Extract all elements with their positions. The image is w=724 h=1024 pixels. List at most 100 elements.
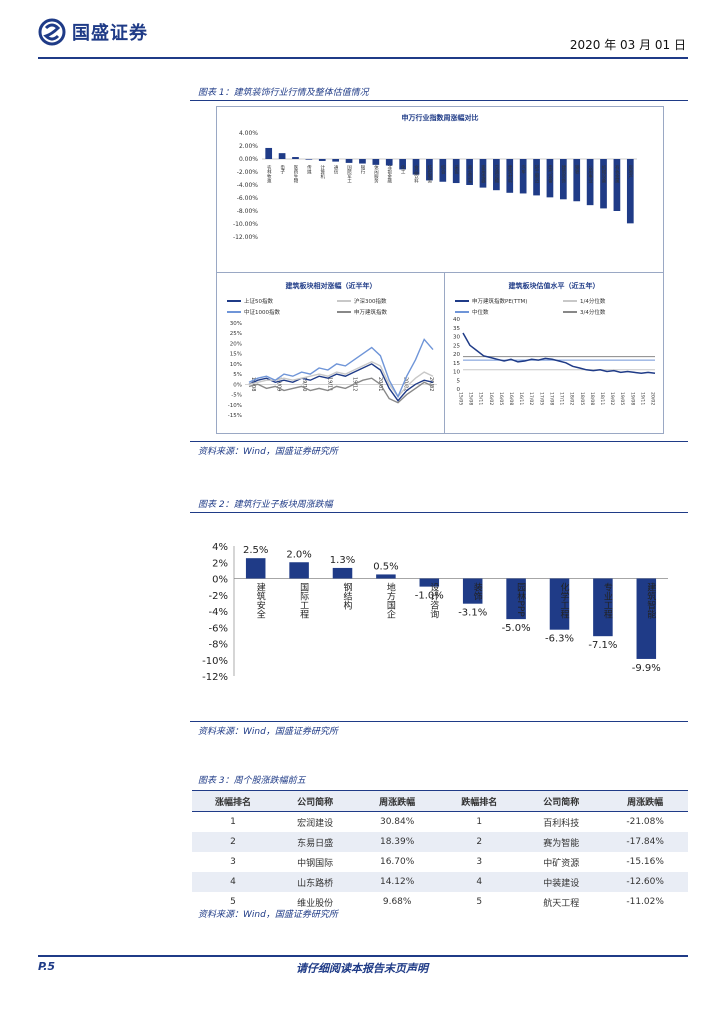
x-tick-label: 17/02 (528, 392, 534, 405)
bar (506, 578, 526, 620)
table-row: 4 山东路桥 14.12% 4 中装建设 -12.60% (192, 872, 688, 892)
bar-value-label: -7.1% (588, 640, 617, 651)
y-tick-label: -4% (209, 607, 228, 618)
panel-a-title: 申万行业指数周涨幅对比 (401, 114, 479, 122)
y-tick-label: 25 (453, 343, 460, 349)
y-tick-label: 4% (212, 542, 228, 553)
bar-value-label: -9.9% (632, 663, 661, 674)
industry-label: 电气设备 (547, 164, 552, 185)
y-tick-label: 15% (230, 352, 242, 358)
y-tick-label: 30 (453, 335, 460, 341)
industry-label: 计算机 (320, 164, 325, 180)
y-tick-label: -6.00% (237, 195, 259, 202)
industry-bar (573, 159, 581, 202)
industry-bar (292, 157, 299, 159)
industry-label: 化工 (400, 164, 405, 175)
y-tick-label: 10 (453, 370, 460, 376)
y-tick-label: -2% (209, 591, 228, 602)
company-name: 国盛证券 (72, 23, 148, 44)
industry-bar (519, 159, 527, 194)
y-tick-label: 2.00% (239, 143, 258, 150)
industry-bar (278, 153, 286, 159)
bar (636, 578, 657, 659)
x-tick-label: 18/05 (579, 392, 585, 405)
bar (462, 578, 483, 604)
bar (419, 578, 440, 587)
industry-label: 机械设备 (601, 164, 606, 185)
y-tick-label: -5% (231, 393, 242, 399)
table-cell: -15.16% (626, 857, 664, 867)
bar-value-label: 2.0% (286, 549, 311, 560)
x-tick-label: 19/10 (301, 377, 307, 391)
y-tick-label: -2.00% (237, 169, 259, 176)
bar (332, 567, 353, 579)
category-label: 装饰 (472, 581, 483, 601)
table-cell: 4 (192, 872, 275, 892)
industry-label: 轻工制造 (534, 164, 539, 185)
logo-icon (38, 18, 66, 46)
x-tick-label: 18/11 (599, 392, 605, 405)
page-number: P.5 (38, 960, 56, 973)
x-tick-label: 17/11 (559, 392, 565, 405)
x-tick-label: 16/11 (518, 392, 524, 405)
x-tick-label: 15/08 (468, 392, 474, 405)
y-tick-label: 40 (453, 317, 460, 323)
industry-bar (452, 159, 460, 184)
x-tick-label: 19/11 (639, 392, 645, 405)
table-cell: 3 (476, 857, 483, 867)
fig3-source: 资料来源：Wind，国盛证券研究所 (198, 910, 338, 920)
fig3-caption: 图表 3：周个股涨跌幅前五 (198, 776, 306, 786)
industry-label: 国防军工 (347, 165, 352, 184)
y-tick-label: 15 (453, 361, 460, 367)
x-tick-label: 19/11 (326, 377, 332, 391)
fig1-caption-line (190, 100, 688, 101)
industry-bar (613, 159, 621, 211)
panel-b-title: 建筑板块相对涨幅（近半年） (285, 282, 377, 290)
x-tick-label: 18/02 (569, 392, 575, 405)
table-cell: 中矿资源 (543, 858, 580, 869)
table-row: 5 维业股份 9.68% 5 航天工程 -11.02% (192, 892, 688, 912)
bar-value-label: 2.5% (243, 545, 268, 556)
col-fall-rank: 跌幅排名 (438, 790, 521, 812)
subsector-weekly-chart: 4% 2% 0% -2% -4% -6% -8% -10% -12% 2.5% 建筑安全 2.0% 国际… (202, 542, 668, 683)
table-row: 2 东易日盛 18.39% 2 赛为智能 -17.84% (192, 832, 688, 852)
industry-bar (533, 159, 540, 196)
y-tick-label: 0 (457, 387, 461, 393)
fig2-source: 资料来源：Wind，国盛证券研究所 (198, 727, 338, 737)
industry-label: 房地产 (628, 164, 633, 180)
industry-label: 通信 (333, 164, 338, 176)
y-tick-label: -12% (202, 672, 228, 683)
table-row: 3 中钢国际 16.70% 3 中矿资源 -15.16% (192, 852, 688, 872)
y-tick-label: 4.00% (239, 130, 258, 137)
industry-bar (265, 147, 273, 159)
industry-label: 农林牧渔 (266, 164, 271, 185)
x-tick-label: 20/02 (403, 377, 409, 391)
y-tick-label: -8.00% (237, 208, 259, 215)
category-label: 园林PPP (515, 582, 526, 617)
legend-label: 中证1000指数 (244, 308, 280, 316)
y-tick-label: -10.00% (233, 221, 258, 228)
series-line (248, 377, 434, 404)
industry-bar (466, 159, 473, 185)
industry-label: 采掘 (454, 164, 459, 176)
industry-label: 电子 (280, 164, 285, 175)
x-tick-label: 19/08 (629, 392, 635, 405)
table-cell: 中装建设 (520, 872, 603, 892)
table-cell: 4 (438, 872, 521, 892)
industry-bar (439, 159, 447, 182)
fig2-source-line (190, 721, 688, 722)
bar-value-label: 1.3% (330, 555, 355, 566)
y-tick-label: -8% (209, 640, 228, 651)
y-tick-label: 10% (230, 362, 242, 368)
fig1-caption: 图表 1：建筑装饰行业行情及整体估值情况 (198, 88, 369, 98)
legend-label: 上证50指数 (244, 297, 273, 305)
industry-label: 公用事业 (588, 165, 593, 183)
x-tick-label: 18/08 (589, 392, 595, 405)
industry-bar (345, 159, 353, 163)
bar (593, 578, 613, 637)
y-tick-label: 0% (233, 382, 242, 388)
industry-label: 汽车 (521, 164, 526, 176)
col-rise-change: 周涨跌幅 (356, 790, 439, 812)
